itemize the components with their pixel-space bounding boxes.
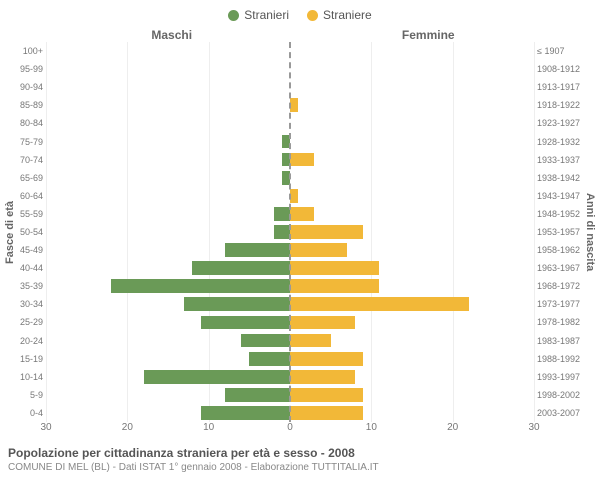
birth-year-ticks: ≤ 19071908-19121913-19171918-19221923-19… — [534, 42, 584, 422]
bar-male — [241, 334, 290, 348]
female-swatch — [307, 10, 318, 21]
bar-female — [290, 406, 363, 420]
birth-year-tick: 1908-1912 — [534, 60, 584, 78]
age-tick: 55-59 — [16, 205, 46, 223]
center-axis — [289, 42, 291, 422]
birth-year-tick: 1998-2002 — [534, 386, 584, 404]
caption: Popolazione per cittadinanza straniera p… — [4, 446, 596, 473]
age-tick: 60-64 — [16, 187, 46, 205]
birth-year-tick: 1943-1947 — [534, 187, 584, 205]
age-tick: 80-84 — [16, 114, 46, 132]
x-tick: 20 — [122, 422, 133, 433]
age-tick: 75-79 — [16, 132, 46, 150]
birth-year-tick: 1958-1962 — [534, 241, 584, 259]
plot-area — [46, 42, 534, 422]
birth-year-tick: 1913-1917 — [534, 78, 584, 96]
legend-label-female: Straniere — [323, 8, 372, 22]
birth-year-tick: 1978-1982 — [534, 313, 584, 331]
bar-male — [225, 243, 290, 257]
birth-year-tick: 1988-1992 — [534, 350, 584, 368]
bar-female — [290, 316, 355, 330]
x-axis: 30 20 10 0 10 20 30 — [4, 422, 596, 436]
bar-female — [290, 334, 331, 348]
birth-year-tick: 1993-1997 — [534, 368, 584, 386]
age-tick: 15-19 — [16, 350, 46, 368]
birth-year-tick: 1983-1987 — [534, 332, 584, 350]
birth-year-tick: 2003-2007 — [534, 404, 584, 422]
bar-male — [111, 279, 290, 293]
age-tick: 95-99 — [16, 60, 46, 78]
bar-female — [290, 261, 379, 275]
x-tick: 30 — [40, 422, 51, 433]
y-axis-label-right: Anni di nascita — [584, 42, 596, 422]
age-tick: 35-39 — [16, 277, 46, 295]
birth-year-tick: ≤ 1907 — [534, 42, 584, 60]
bar-female — [290, 243, 347, 257]
age-tick: 20-24 — [16, 332, 46, 350]
header-male: Maschi — [43, 28, 300, 42]
bar-female — [290, 370, 355, 384]
age-band-ticks: 100+95-9990-9485-8980-8475-7970-7465-696… — [16, 42, 46, 422]
legend-label-male: Stranieri — [244, 8, 289, 22]
bar-male — [274, 225, 290, 239]
bar-female — [290, 297, 469, 311]
bar-female — [290, 98, 298, 112]
bar-male — [184, 297, 290, 311]
age-tick: 25-29 — [16, 313, 46, 331]
legend-item-female: Straniere — [307, 8, 372, 22]
header-female: Femmine — [300, 28, 557, 42]
age-tick: 70-74 — [16, 151, 46, 169]
bar-male — [274, 207, 290, 221]
chart-area: Fasce di età 100+95-9990-9485-8980-8475-… — [4, 42, 596, 422]
bar-male — [192, 261, 290, 275]
age-tick: 65-69 — [16, 169, 46, 187]
bar-female — [290, 352, 363, 366]
bar-male — [201, 406, 290, 420]
birth-year-tick: 1948-1952 — [534, 205, 584, 223]
bar-female — [290, 153, 314, 167]
age-tick: 0-4 — [16, 404, 46, 422]
birth-year-tick: 1923-1927 — [534, 114, 584, 132]
side-headers: Maschi Femmine — [4, 28, 596, 42]
birth-year-tick: 1918-1922 — [534, 96, 584, 114]
x-tick: 20 — [447, 422, 458, 433]
x-tick: 10 — [203, 422, 214, 433]
age-tick: 45-49 — [16, 241, 46, 259]
birth-year-tick: 1968-1972 — [534, 277, 584, 295]
birth-year-tick: 1938-1942 — [534, 169, 584, 187]
bar-female — [290, 189, 298, 203]
x-tick: 0 — [287, 422, 293, 433]
bar-male — [249, 352, 290, 366]
age-tick: 100+ — [16, 42, 46, 60]
bar-female — [290, 207, 314, 221]
x-axis-ticks: 3020100102030 — [46, 422, 534, 436]
age-tick: 40-44 — [16, 259, 46, 277]
legend: Stranieri Straniere — [4, 8, 596, 22]
age-tick: 30-34 — [16, 295, 46, 313]
age-tick: 10-14 — [16, 368, 46, 386]
birth-year-tick: 1933-1937 — [534, 151, 584, 169]
birth-year-tick: 1973-1977 — [534, 295, 584, 313]
birth-year-tick: 1963-1967 — [534, 259, 584, 277]
birth-year-tick: 1928-1932 — [534, 132, 584, 150]
x-tick: 30 — [528, 422, 539, 433]
legend-item-male: Stranieri — [228, 8, 289, 22]
bar-male — [225, 388, 290, 402]
age-tick: 5-9 — [16, 386, 46, 404]
population-pyramid: Stranieri Straniere Maschi Femmine Fasce… — [0, 0, 600, 500]
y-axis-label-left: Fasce di età — [4, 42, 16, 422]
birth-year-tick: 1953-1957 — [534, 223, 584, 241]
age-tick: 50-54 — [16, 223, 46, 241]
age-tick: 85-89 — [16, 96, 46, 114]
bar-male — [144, 370, 290, 384]
bar-female — [290, 388, 363, 402]
bar-male — [201, 316, 290, 330]
age-tick: 90-94 — [16, 78, 46, 96]
caption-subtitle: COMUNE DI MEL (BL) - Dati ISTAT 1° genna… — [8, 462, 592, 473]
male-swatch — [228, 10, 239, 21]
bar-female — [290, 225, 363, 239]
caption-title: Popolazione per cittadinanza straniera p… — [8, 446, 592, 460]
bar-female — [290, 279, 379, 293]
x-tick: 10 — [366, 422, 377, 433]
